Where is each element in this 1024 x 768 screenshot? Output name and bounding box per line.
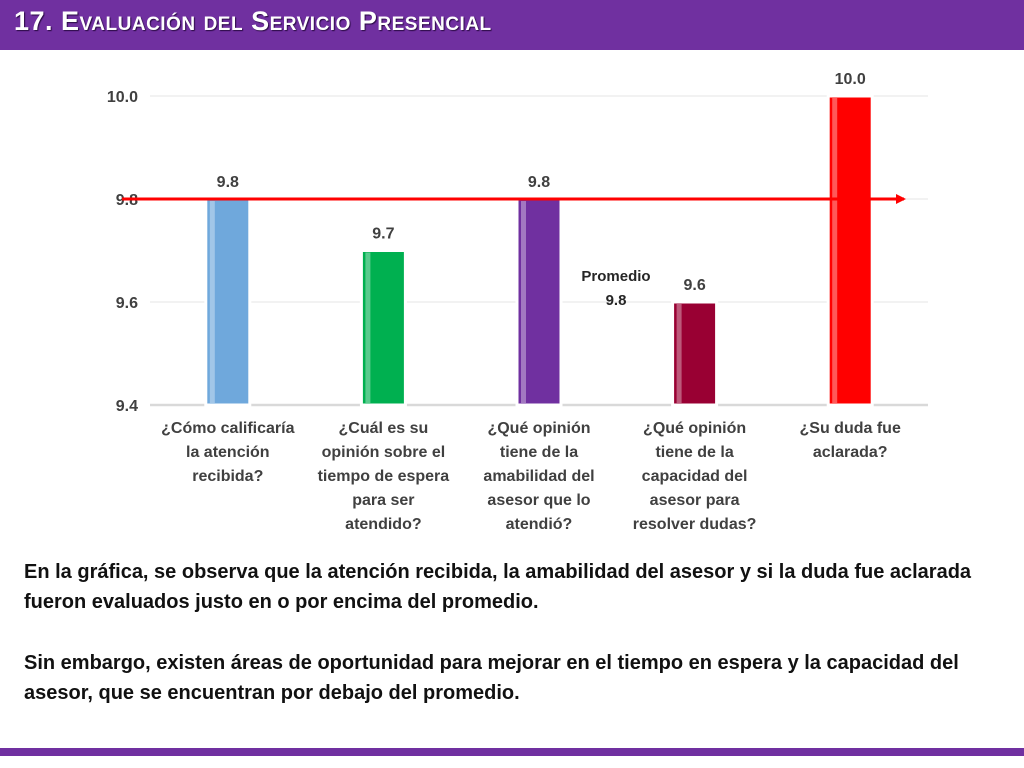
paragraph-opportunity: Sin embargo, existen áreas de oportunida… xyxy=(24,652,959,704)
category-label-line: atendió? xyxy=(505,516,573,533)
category-label: ¿Qué opinión tiene de la amabilidad del ase… xyxy=(459,417,619,537)
bar xyxy=(671,300,719,407)
category-label: ¿Qué opinión tiene de la capacidad del ases… xyxy=(615,417,775,537)
bar-highlight xyxy=(832,98,838,403)
category-label-line: resolver dudas? xyxy=(632,516,757,533)
value-label: 9.6 xyxy=(683,277,705,294)
title-bar: 17. Evaluación del Servicio Presencial xyxy=(0,0,1024,50)
category-label: ¿Su duda fue aclarada? xyxy=(770,417,930,465)
value-label: 9.8 xyxy=(217,174,239,191)
value-label: 9.7 xyxy=(372,226,394,243)
category-label-line: ¿Cuál es su xyxy=(338,420,429,437)
y-tick-label: 9.6 xyxy=(116,295,138,312)
bar-chart: 9.4 9.6 9.8 10.0 9.8 9.7 9.8 9.6 10.0 xyxy=(107,71,928,415)
category-label-line: asesor que lo xyxy=(487,492,591,509)
bar-highlight xyxy=(676,304,682,403)
average-label-value: 9.8 xyxy=(605,292,627,309)
y-tick-label: 9.4 xyxy=(116,398,138,415)
category-label-line: tiempo de espera xyxy=(317,468,450,485)
average-label-text: Promedio xyxy=(581,268,651,285)
category-label-line: amabilidad del xyxy=(483,468,595,485)
y-tick-label: 10.0 xyxy=(107,89,138,106)
category-label-line: tiene de la xyxy=(499,444,579,461)
average-label: Promedio 9.8 xyxy=(568,265,664,313)
paragraph-observation: En la gráfica, se observa que la atenció… xyxy=(24,561,972,613)
category-label-line: para ser xyxy=(352,492,415,509)
category-label-line: aclarada? xyxy=(812,444,888,461)
value-label: 10.0 xyxy=(835,71,866,88)
bar-highlight xyxy=(521,201,526,403)
category-label-line: recibida? xyxy=(192,468,264,485)
category-label-line: ¿Cómo calificaría xyxy=(161,420,295,437)
category-label-line: opinión sobre el xyxy=(321,444,446,461)
category-label-line: asesor para xyxy=(649,492,740,509)
bar-highlight xyxy=(209,201,215,403)
category-label-line: ¿Qué opinión xyxy=(487,420,591,437)
bar-highlight xyxy=(365,252,371,403)
bar xyxy=(204,197,252,407)
category-label-line: tiene de la xyxy=(655,444,734,461)
bar xyxy=(826,94,874,407)
value-label: 9.8 xyxy=(528,174,550,191)
category-label-line: atendido? xyxy=(345,516,422,533)
category-label: ¿Cómo calificaría la atención recibida? xyxy=(148,417,308,489)
page-title: 17. Evaluación del Servicio Presencial xyxy=(14,6,492,36)
category-label-line: ¿Su duda fue xyxy=(799,420,901,437)
bar xyxy=(359,249,407,407)
category-label-line: la atención xyxy=(186,444,270,461)
category-label-line: capacidad del xyxy=(641,468,748,485)
bottom-bar xyxy=(0,748,1024,756)
category-label: ¿Cuál es su opinión sobre el tiempo de esp… xyxy=(303,417,463,537)
category-label-line: ¿Qué opinión xyxy=(643,420,747,437)
